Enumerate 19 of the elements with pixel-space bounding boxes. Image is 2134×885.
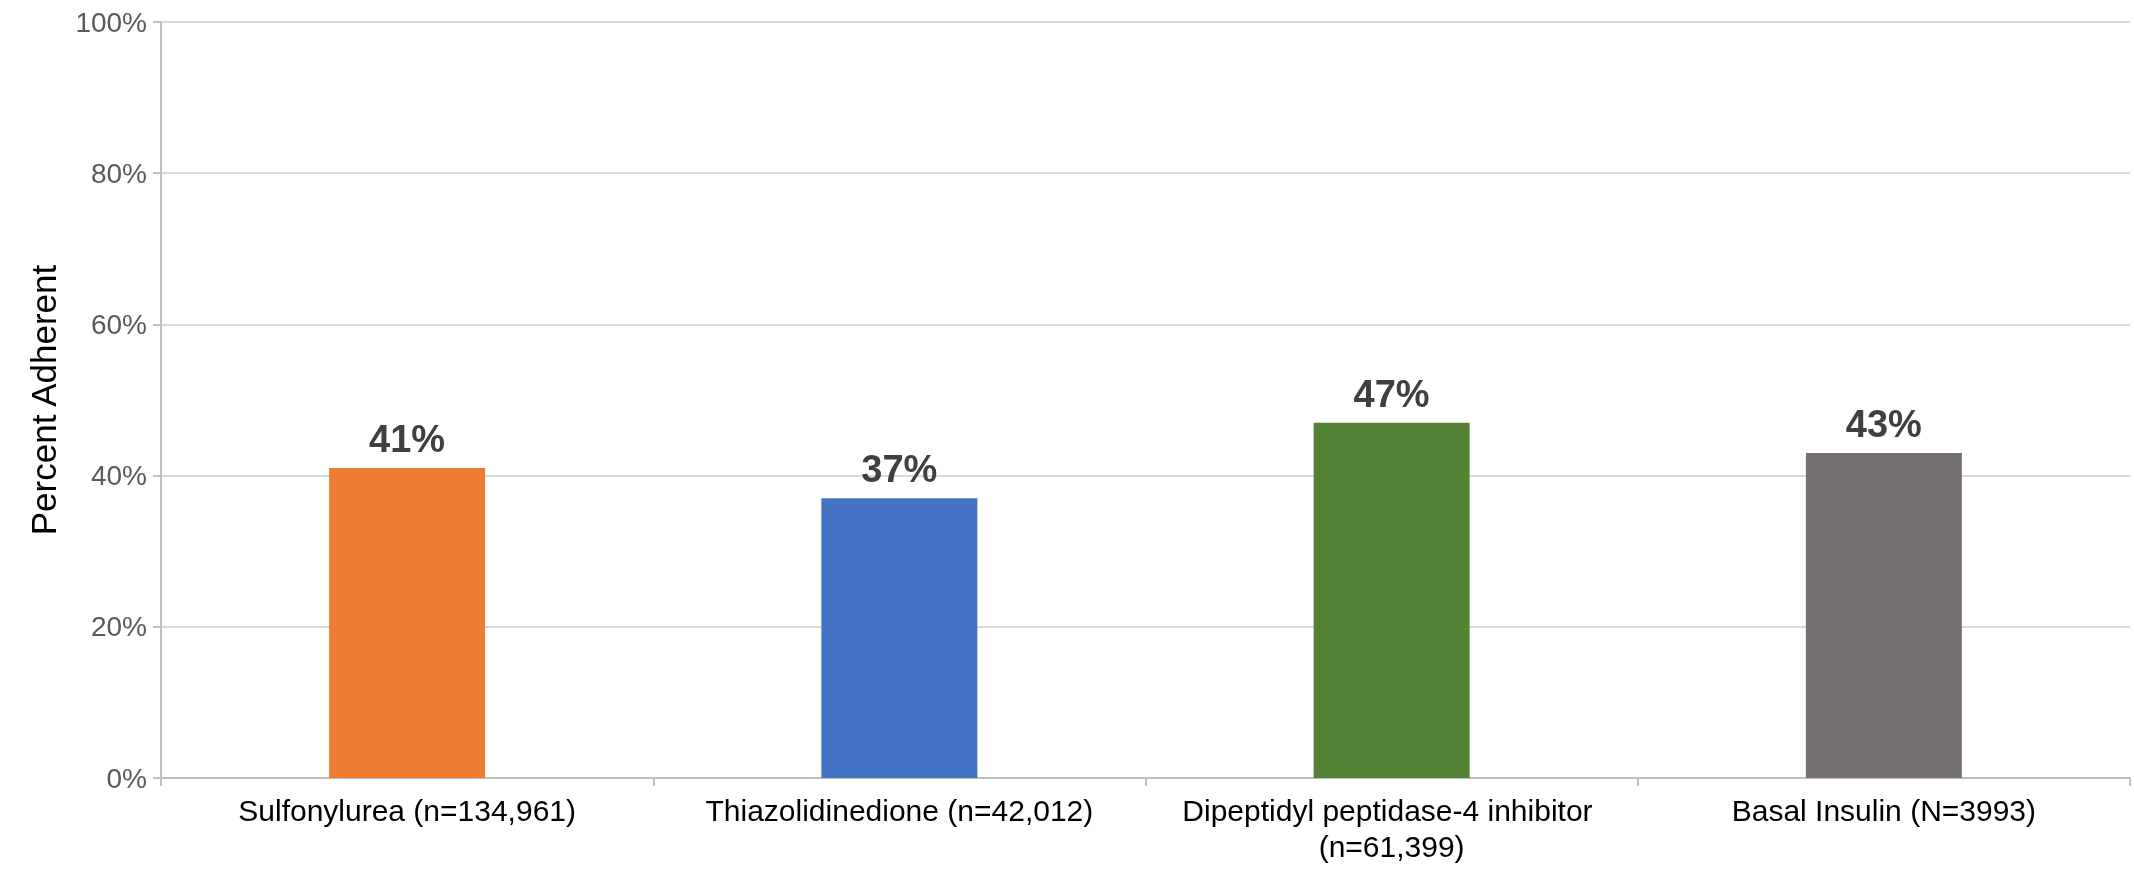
y-tick-label: 20%	[90, 611, 147, 643]
x-tick-label: Basal Insulin (N=3993)	[1731, 793, 2037, 827]
data-label: 47%	[1353, 372, 1430, 415]
bar	[1805, 452, 1962, 778]
data-label: 41%	[369, 418, 446, 461]
y-tick-label: 80%	[90, 157, 147, 189]
y-tick-label: 100%	[75, 6, 147, 38]
y-tick-label: 40%	[90, 460, 147, 492]
data-label: 43%	[1845, 402, 1922, 445]
y-tick-label: 0%	[106, 762, 147, 794]
bar	[329, 468, 486, 778]
y-axis-title: Percent Adherent	[24, 264, 63, 536]
x-tick-label: Sulfonylurea (n=134,961)	[238, 793, 576, 827]
x-tick-label: Thiazolidinedione (n=42,012)	[705, 793, 1094, 827]
bar	[1313, 422, 1470, 778]
x-tick-label: Dipeptidyl peptidase-4 inhibitor (n=61,399)	[1182, 793, 1601, 863]
y-tick-label: 60%	[90, 308, 147, 340]
bar	[821, 498, 978, 778]
data-label: 37%	[861, 448, 938, 491]
